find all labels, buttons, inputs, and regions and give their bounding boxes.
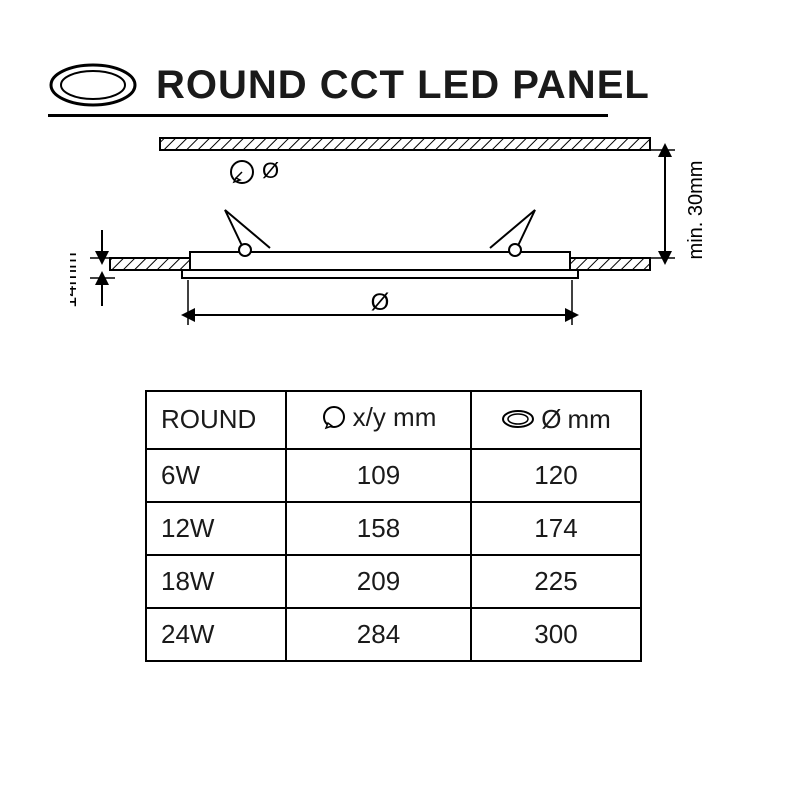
page-title: ROUND CCT LED PANEL bbox=[156, 63, 650, 108]
table-row: 24W 284 300 bbox=[146, 608, 641, 661]
table-header-row: ROUND x/y mm bbox=[146, 391, 641, 449]
cell-cutout: 109 bbox=[286, 449, 471, 502]
col-header-round: ROUND bbox=[146, 391, 286, 449]
cell-wattage: 6W bbox=[146, 449, 286, 502]
table-row: 12W 158 174 bbox=[146, 502, 641, 555]
depth-label: min. 30mm bbox=[685, 161, 707, 260]
cell-cutout: 209 bbox=[286, 555, 471, 608]
diameter-symbol-header: Ø bbox=[541, 404, 561, 435]
panel-mini-icon bbox=[501, 409, 535, 429]
col-header-cutout: x/y mm bbox=[286, 391, 471, 449]
table-row: 6W 109 120 bbox=[146, 449, 641, 502]
col-header-dia-text: mm bbox=[567, 404, 610, 435]
page: ROUND CCT LED PANEL Ø bbox=[0, 0, 800, 800]
cell-diameter: 300 bbox=[471, 608, 641, 661]
diameter-symbol: Ø bbox=[371, 289, 390, 316]
table-row: 18W 209 225 bbox=[146, 555, 641, 608]
col-header-cutout-text: x/y mm bbox=[353, 402, 437, 433]
cell-diameter: 225 bbox=[471, 555, 641, 608]
cell-diameter: 174 bbox=[471, 502, 641, 555]
panel-round-icon bbox=[48, 62, 138, 108]
mounting-diagram: Ø min. 30mm 14m bbox=[70, 130, 710, 360]
cell-cutout: 284 bbox=[286, 608, 471, 661]
cutout-diameter-symbol: Ø bbox=[262, 158, 279, 183]
dimensions-table: ROUND x/y mm bbox=[145, 390, 642, 662]
title-underline bbox=[48, 114, 608, 117]
height-label: 14mm bbox=[70, 252, 81, 308]
col-header-diameter: Ømm bbox=[471, 391, 641, 449]
cell-cutout: 158 bbox=[286, 502, 471, 555]
cell-wattage: 12W bbox=[146, 502, 286, 555]
cell-wattage: 24W bbox=[146, 608, 286, 661]
cutout-icon bbox=[321, 405, 347, 431]
header: ROUND CCT LED PANEL bbox=[48, 62, 650, 108]
cell-diameter: 120 bbox=[471, 449, 641, 502]
cell-wattage: 18W bbox=[146, 555, 286, 608]
